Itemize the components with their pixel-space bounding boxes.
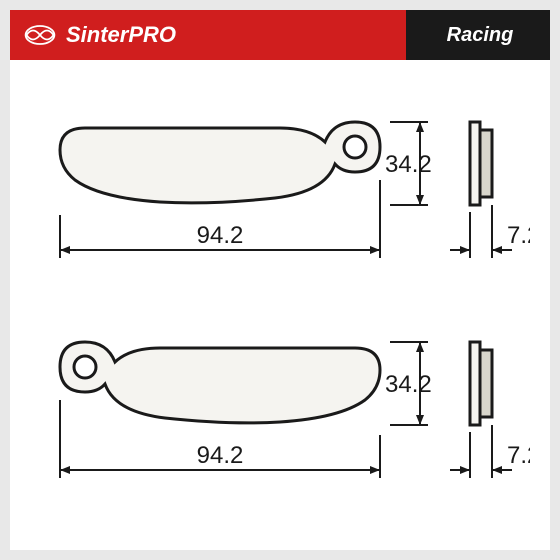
top-pad-side — [470, 122, 492, 205]
top-height-dim: 34.2 — [385, 122, 432, 205]
header-bar: SinterPRO Racing — [10, 10, 550, 60]
product-diagram-frame: SinterPRO Racing 34.2 — [10, 10, 550, 550]
header-brand-section: SinterPRO — [10, 10, 406, 60]
bottom-pad-front — [60, 342, 380, 423]
top-width-value: 94.2 — [197, 222, 244, 249]
category-label: Racing — [447, 24, 514, 47]
bottom-width-value: 94.2 — [197, 442, 244, 469]
header-category-section: Racing — [410, 10, 550, 60]
top-thickness-value: 7.2 — [507, 222, 530, 249]
top-pad-front — [60, 122, 380, 203]
bottom-height-value: 34.2 — [385, 371, 432, 398]
bottom-thickness-value: 7.2 — [507, 442, 530, 469]
top-height-value: 34.2 — [385, 151, 432, 178]
top-thickness-dim: 7.2 — [450, 205, 530, 258]
bottom-pad-side — [470, 342, 492, 425]
diagram-svg: 34.2 94.2 — [30, 90, 530, 550]
brand-name: SinterPRO — [66, 22, 176, 48]
diagram-content: 34.2 94.2 — [10, 60, 550, 550]
bottom-height-dim: 34.2 — [385, 342, 432, 425]
bottom-thickness-dim: 7.2 — [450, 425, 530, 478]
brand-logo-icon — [22, 21, 58, 49]
